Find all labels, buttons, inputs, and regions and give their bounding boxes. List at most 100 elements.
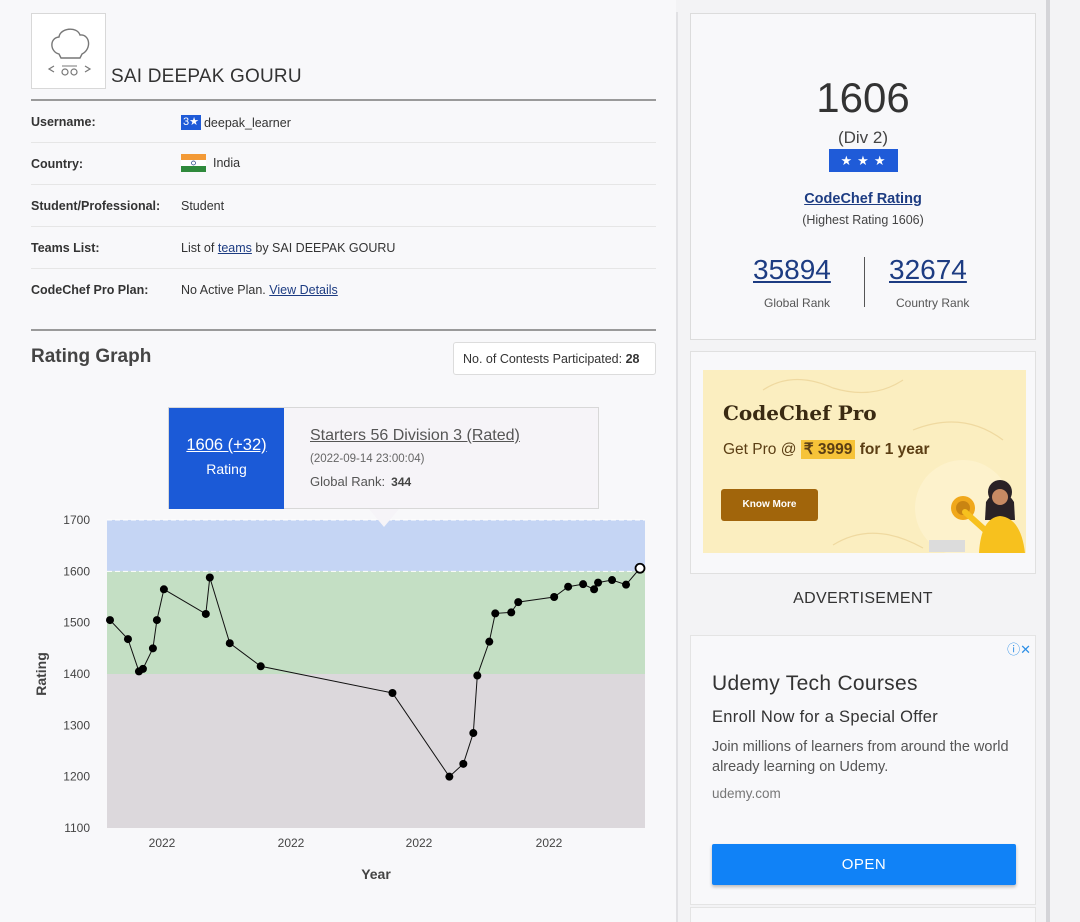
data-point [445, 772, 454, 781]
data-point [106, 616, 114, 625]
divider [31, 99, 656, 101]
chart-tooltip: 1606 (+32) Rating Starters 56 Division 3… [168, 407, 599, 509]
data-point [590, 585, 599, 594]
advertisement-label: ADVERTISEMENT [793, 590, 933, 607]
tooltip-contest-date: (2022-09-14 23:00:04) [310, 453, 425, 465]
data-point [459, 759, 468, 768]
x-tick-label: 2022 [406, 836, 433, 850]
y-tick-label: 1400 [63, 667, 90, 681]
data-point [514, 598, 523, 607]
username-label: Username: [31, 115, 96, 129]
pro-plan-row: CodeChef Pro Plan: No Active Plan. View … [31, 269, 656, 311]
contests-label: No. of Contests Participated: [463, 352, 623, 366]
divider [31, 329, 656, 331]
data-point [473, 671, 482, 680]
country-rank-link[interactable]: 32674 [889, 254, 967, 285]
tooltip-global-rank: Global Rank: 344 [310, 474, 411, 489]
rating-band-2 [107, 674, 645, 828]
x-tick-label: 2022 [278, 836, 305, 850]
data-point [159, 585, 168, 594]
tooltip-pointer [369, 509, 399, 527]
ad-choices-icon[interactable]: ⓘ✕ [1007, 642, 1031, 657]
chef-avatar-icon [47, 28, 92, 76]
pro-plan-value: No Active Plan. View Details [181, 283, 338, 297]
data-point [594, 578, 603, 587]
country-text: India [213, 156, 241, 170]
open-button[interactable]: OPEN [712, 844, 1016, 885]
username-value: 3★ deepak_learner [181, 115, 291, 130]
data-point [388, 688, 397, 697]
data-point [485, 637, 494, 646]
teams-link[interactable]: teams [217, 241, 252, 255]
global-rank-link[interactable]: 35894 [753, 254, 831, 285]
tooltip-rating-label: Rating [206, 461, 247, 477]
occupation-label: Student/Professional: [31, 199, 161, 213]
udemy-ad[interactable]: ⓘ✕ Udemy Tech Courses Enroll Now for a S… [690, 635, 1036, 905]
codechef-rating-link[interactable]: CodeChef Rating [804, 191, 922, 207]
teams-value: List of teams by SAI DEEPAK GOURU [181, 241, 395, 255]
global-rank-label: Global Rank [764, 296, 831, 310]
data-point [256, 662, 265, 671]
data-point [550, 593, 559, 601]
occupation-value: Student [181, 199, 225, 213]
teams-prefix: List of [181, 241, 215, 255]
y-tick-label: 1600 [63, 564, 90, 578]
y-axis-label: Rating [33, 652, 49, 696]
highest-rating: (Highest Rating 1606) [802, 213, 924, 227]
star-rating-icon: ★★★ [829, 149, 898, 172]
y-tick-label: 1200 [63, 770, 90, 784]
contests-participated-badge: No. of Contests Participated: 28 [453, 342, 656, 375]
contests-count: 28 [625, 352, 640, 366]
ad-subtitle: Enroll Now for a Special Offer [712, 708, 939, 726]
country-value: India [181, 154, 240, 172]
user-full-name: SAI DEEPAK GOURU [111, 66, 302, 87]
pro-plan-label: CodeChef Pro Plan: [31, 283, 149, 297]
data-point [225, 639, 234, 648]
country-label: Country: [31, 157, 84, 171]
ad-url: udemy.com [712, 786, 781, 801]
teams-row: Teams List: List of teams by SAI DEEPAK … [31, 227, 656, 269]
data-point [622, 580, 631, 589]
ad-description: Join millions of learners from around th… [712, 739, 1009, 775]
rating-band-1 [107, 571, 645, 674]
country-row: Country: India [31, 143, 656, 185]
promo-offer: Get Pro @ ₹ 3999 for 1 year [723, 440, 930, 459]
rank-divider [864, 257, 865, 307]
tooltip-rating-box: 1606 (+32) Rating [169, 408, 284, 509]
tooltip-rank-label: Global Rank: [310, 474, 386, 489]
star-rating-badge: 3★ [181, 115, 201, 130]
data-point [469, 729, 478, 738]
page-edge [1046, 0, 1050, 922]
occupation-row: Student/Professional: Student [31, 185, 656, 227]
tooltip-rank-value: 344 [391, 475, 412, 489]
teams-suffix: by SAI DEEPAK GOURU [255, 241, 396, 255]
rating-card: 1606 (Div 2) ★★★ CodeChef Rating (Highes… [690, 13, 1036, 340]
rating-band-0 [107, 520, 645, 572]
avatar [31, 13, 106, 89]
view-details-link[interactable]: View Details [269, 283, 338, 297]
current-rating: 1606 [816, 74, 910, 121]
data-point [507, 608, 516, 617]
rating-division: (Div 2) [837, 128, 889, 147]
y-tick-label: 1500 [63, 616, 90, 630]
data-point [148, 644, 157, 653]
know-more-button[interactable]: Know More [721, 489, 818, 521]
codechef-pro-banner[interactable]: CodeChef Pro Get Pro @ ₹ 3999 for 1 year… [703, 370, 1026, 553]
promo-price: ₹ 3999 [800, 440, 856, 459]
tooltip-rating[interactable]: 1606 (+32) [186, 436, 267, 454]
rating-chart: 1700 1600 1500 1400 1300 1200 1100 2022 2022 2022… [33, 509, 646, 882]
data-point-selected [634, 562, 646, 574]
y-tick-label: 1300 [63, 718, 90, 732]
teams-label: Teams List: [31, 241, 100, 255]
promo-title: CodeChef Pro [723, 401, 877, 425]
x-tick-label: 2022 [149, 836, 176, 850]
tooltip-contest-name[interactable]: Starters 56 Division 3 (Rated) [310, 427, 520, 444]
next-card [690, 907, 1036, 922]
data-point [564, 582, 573, 591]
data-point [201, 609, 210, 618]
promo-card: CodeChef Pro Get Pro @ ₹ 3999 for 1 year… [690, 351, 1036, 574]
promo-suffix: for 1 year [859, 441, 930, 458]
data-point [579, 580, 588, 589]
promo-illustration [762, 378, 1025, 553]
ad-title[interactable]: Udemy Tech Courses [712, 672, 918, 695]
